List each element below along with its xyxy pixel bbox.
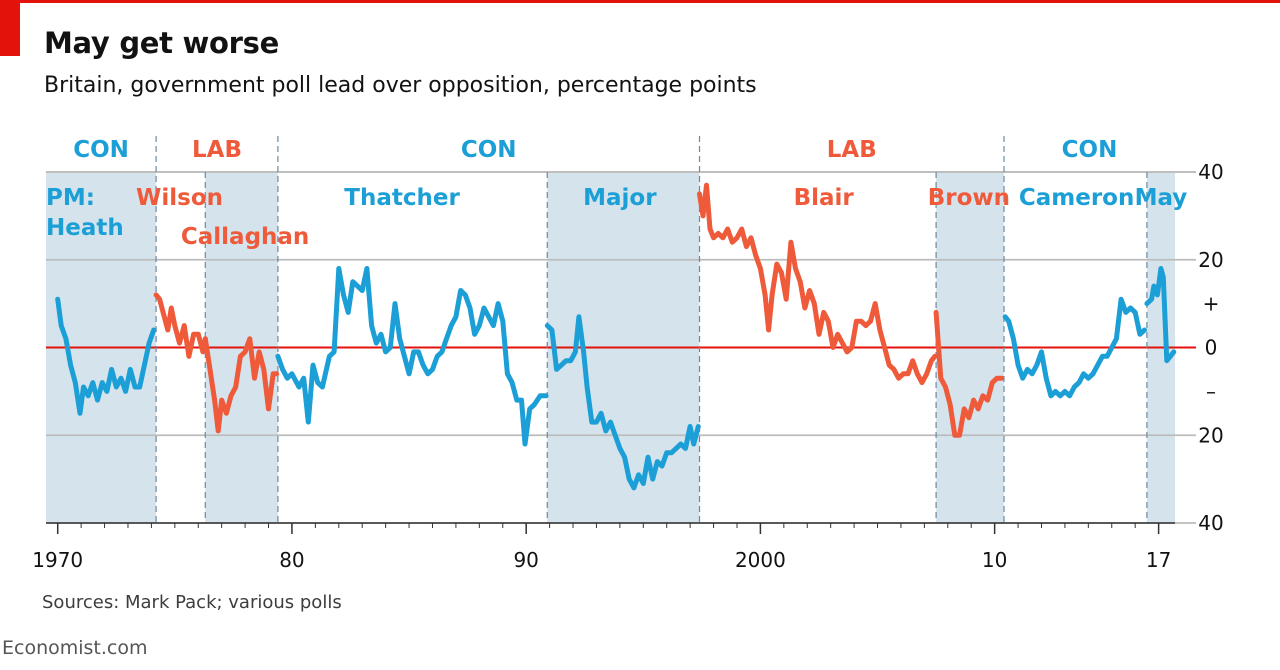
pm-label: Thatcher [344,185,460,211]
x-tick-label: 1970 [32,548,83,572]
source-note: Sources: Mark Pack; various polls [42,592,342,613]
pm-label: PM: Heath [46,185,124,241]
x-tick-label: 80 [279,548,304,572]
y-tick-label: 20 [1198,248,1223,272]
pm-label-line: Callaghan [181,224,309,250]
y-tick-label: + [1203,292,1220,316]
party-label: CON [73,137,129,163]
pm-label-line: Heath [46,215,124,241]
pm-label-line: PM: [46,185,95,211]
party-label: CON [1062,137,1118,163]
series-line [544,314,701,491]
y-axis: 40 20 +0 – 20 40 [1198,160,1223,535]
series-line [697,182,938,386]
pm-label-line: Major [583,185,657,211]
party-label: CON [461,137,517,163]
pm-label-line: May [1135,185,1188,211]
poll-lead-lines [55,182,1177,491]
series-line [153,292,208,359]
chart-title: May get worse [44,26,279,60]
y-tick-label: 20 [1198,423,1223,447]
x-tick-label: 17 [1146,548,1171,572]
party-label: LAB [192,137,242,163]
series-line [933,309,1005,438]
x-tick-label: 90 [513,548,538,572]
x-tick-label: 10 [982,548,1007,572]
y-tick-label: 40 [1198,511,1223,535]
x-tick-label: 2000 [735,548,786,572]
pm-label: Brown [928,185,1010,211]
y-tick-label: 0 [1205,336,1218,360]
pm-label: Blair [794,185,855,211]
pm-label: Major [583,185,657,211]
top-rule [0,0,1280,3]
x-axis: 1970 80 90 2000 10 17 [32,522,1175,572]
series-line [1002,296,1147,399]
series-line [202,336,280,434]
pm-label: Callaghan [181,224,309,250]
party-label: LAB [827,137,877,163]
pm-label-line: Wilson [136,185,223,211]
brand-footer: Economist.com [2,637,148,659]
pm-label-line: Thatcher [344,185,460,211]
party-labels: CON LAB CON LAB CON [73,137,1117,163]
series-line [1144,266,1177,364]
series-line [55,296,157,416]
pm-label-line: Cameron [1019,185,1134,211]
pm-labels: PM: Heath Wilson Callaghan Thatcher Major Blai… [46,185,1187,250]
series-line [275,266,549,447]
pm-label-line: Brown [928,185,1010,211]
y-tick-label: – [1206,379,1216,403]
y-tick-label: 40 [1198,160,1223,184]
chart-subtitle: Britain, government poll lead over oppos… [44,73,757,98]
pm-label: Cameron [1019,185,1134,211]
pm-label-line: Blair [794,185,855,211]
pm-label: Wilson [136,185,223,211]
pm-label: May [1135,185,1188,211]
brand-tab [0,0,20,56]
